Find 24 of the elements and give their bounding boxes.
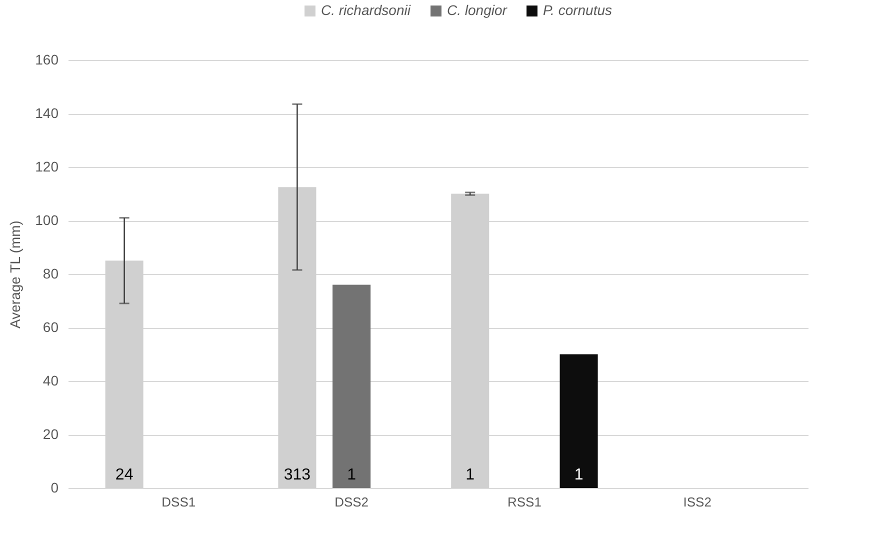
y-tick-label: 0	[50, 480, 59, 496]
y-tick-label: 120	[35, 158, 59, 174]
x-tick-label: DSS1	[162, 494, 196, 510]
annotation: 1	[574, 466, 584, 484]
y-tick-label: 80	[42, 266, 59, 282]
x-tick-label: DSS2	[334, 494, 369, 510]
annotation: 1	[466, 466, 475, 484]
annotation: 313	[284, 466, 311, 484]
y-tick-label: 20	[42, 426, 59, 442]
y-tick-label: 60	[42, 319, 59, 335]
x-tick-label: RSS1	[507, 494, 542, 510]
legend-label: C. richardsonii	[321, 2, 412, 18]
bar	[560, 354, 598, 488]
y-tick-label: 40	[42, 372, 59, 388]
y-tick-label: 100	[35, 212, 59, 228]
bar	[332, 284, 371, 488]
annotation: 1	[347, 466, 356, 484]
y-axis-title: Average TL (mm)	[7, 220, 24, 328]
y-tick-label: 140	[35, 105, 59, 121]
y-tick-label: 160	[35, 52, 59, 68]
legend-label: P. cornutus	[543, 2, 612, 18]
legend-label: C. longior	[447, 2, 508, 18]
x-tick-label: ISS2	[683, 494, 712, 510]
annotation: 24	[115, 466, 134, 484]
